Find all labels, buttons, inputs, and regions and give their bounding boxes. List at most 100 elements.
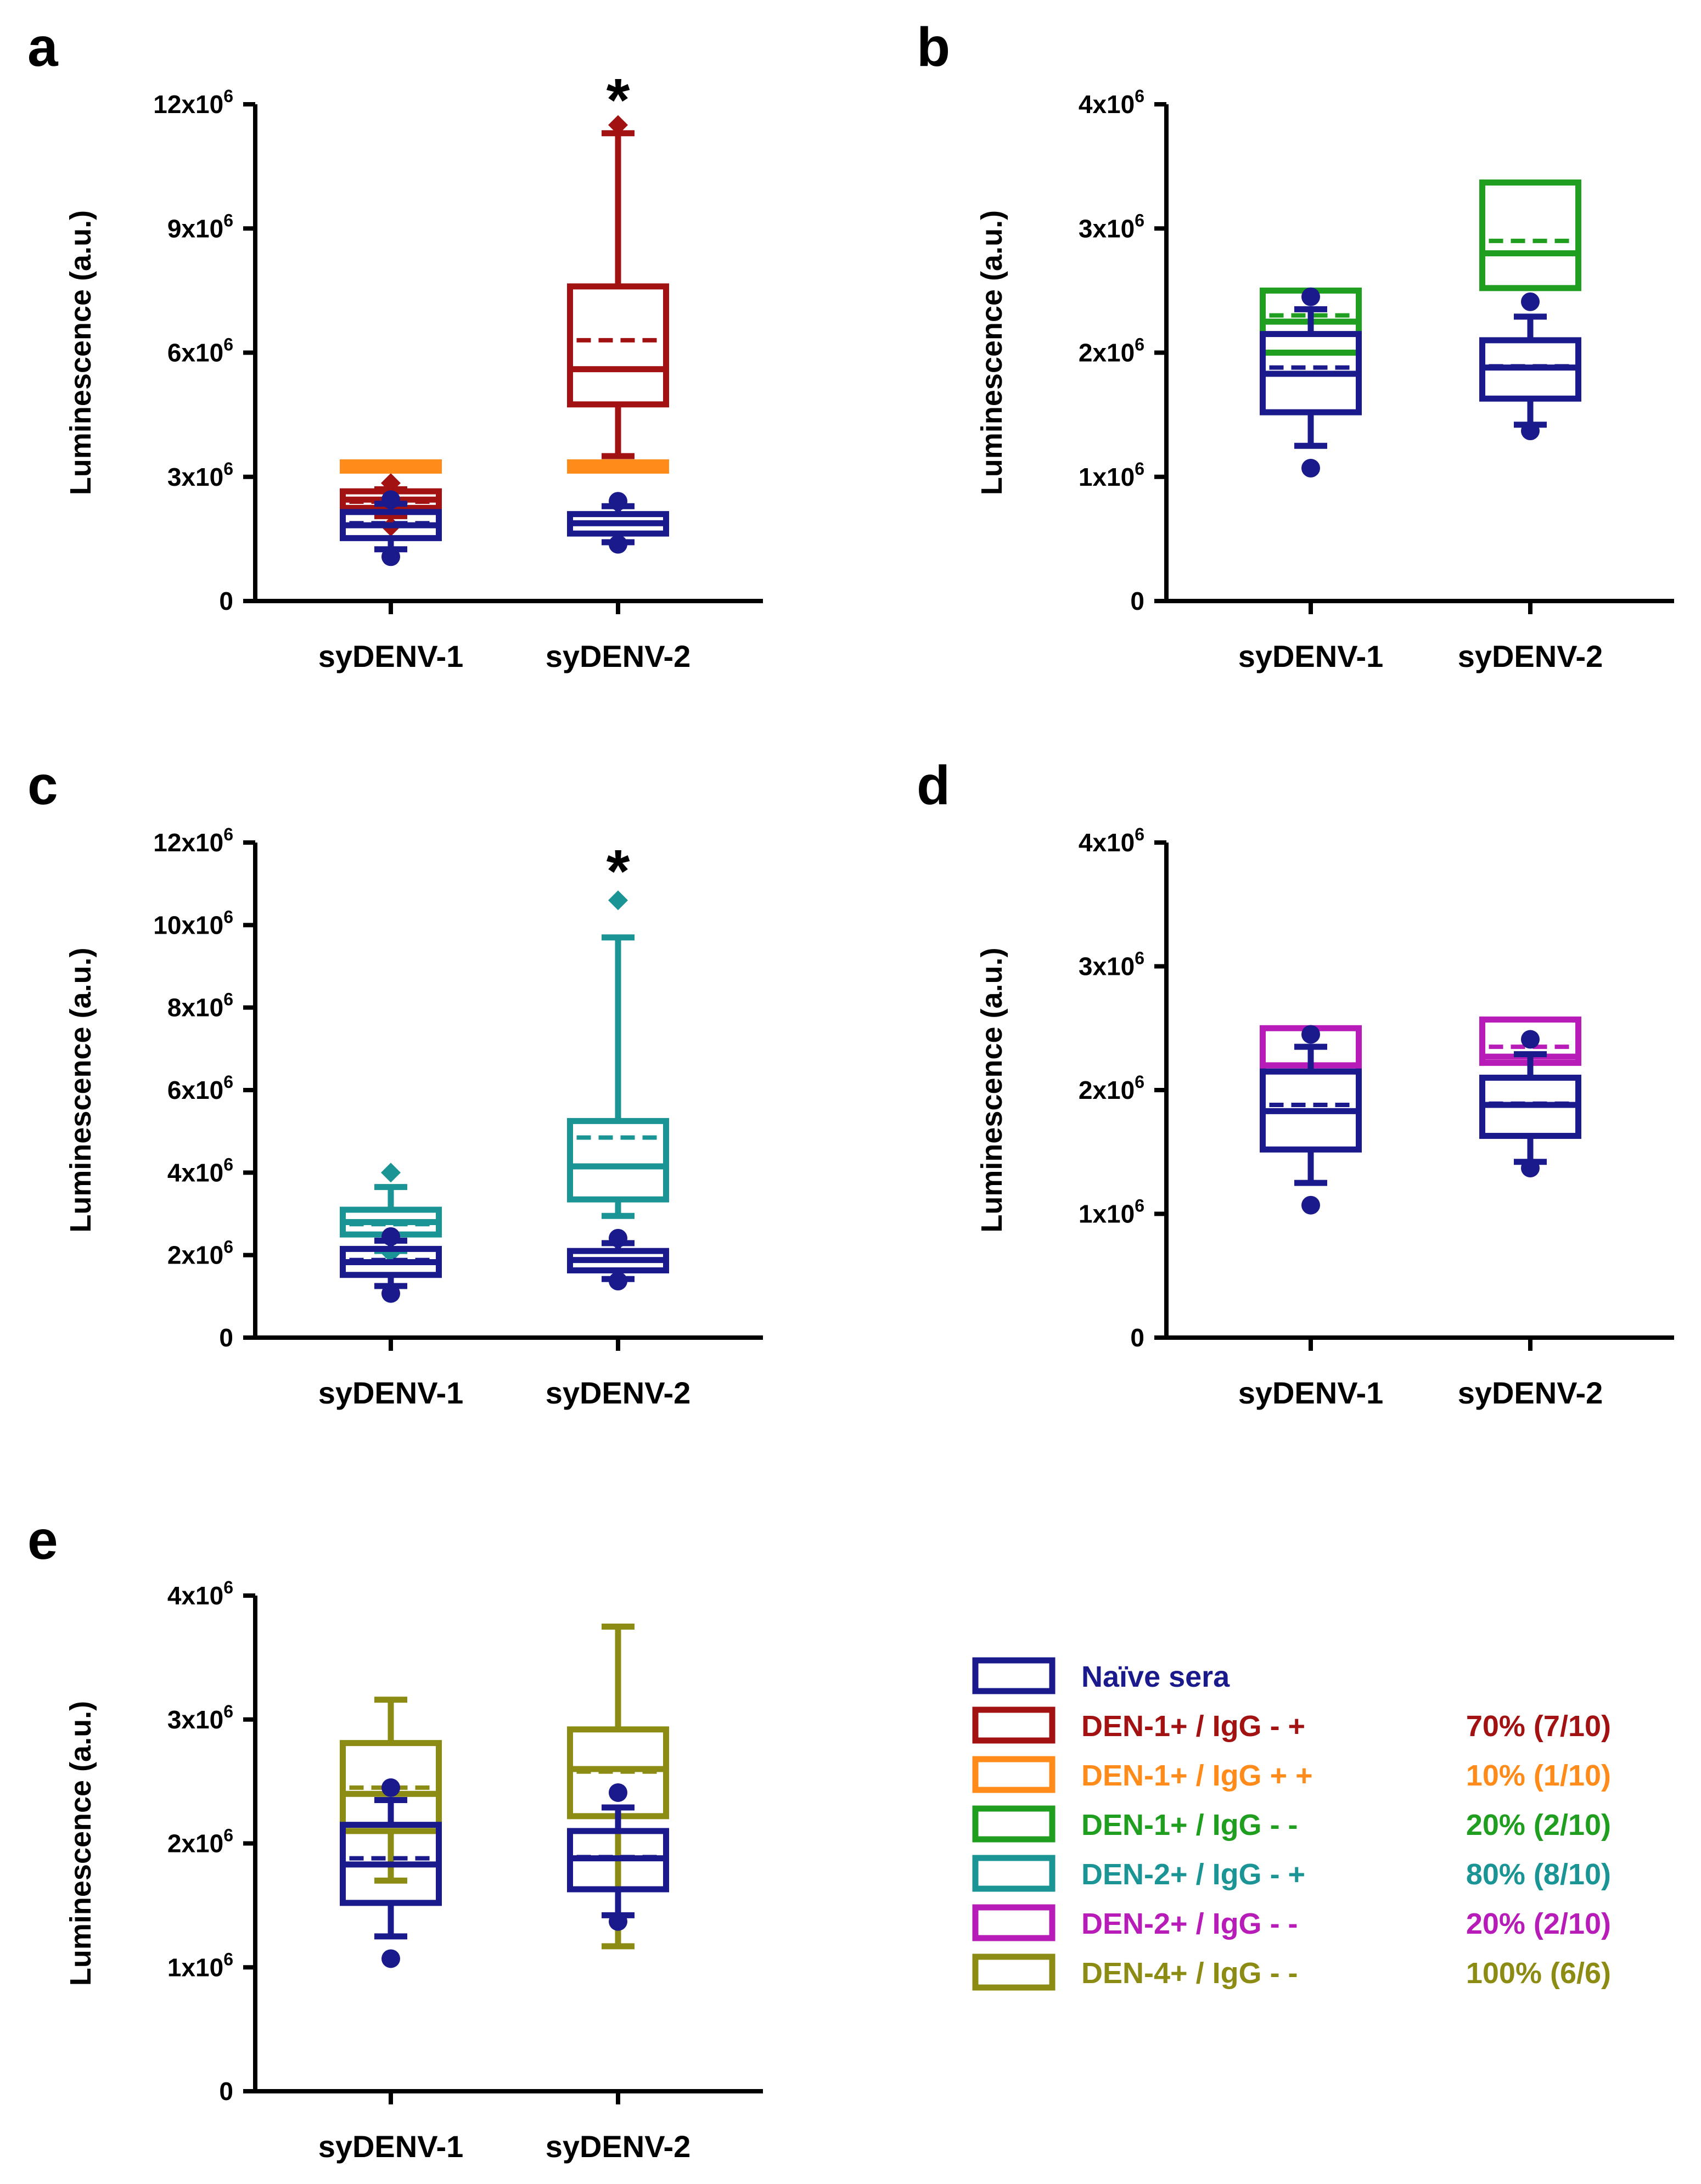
- y-tick-label: 0: [219, 587, 233, 615]
- box-den1_pp: [567, 459, 669, 474]
- y-tick-mantissa: 1x10: [167, 1953, 223, 1981]
- outlier-point: [1301, 1025, 1320, 1044]
- legend-item: DEN-2+ / IgG - - 20% (2/10): [972, 1904, 1611, 1941]
- legend-label: Naïve sera: [1081, 1660, 1230, 1693]
- outlier-point: [1521, 422, 1540, 441]
- y-tick-label: 0: [1130, 587, 1144, 615]
- y-tick-mantissa: 4x10: [167, 1581, 223, 1610]
- y-tick-label: 1x106: [1079, 1196, 1144, 1228]
- panel-label: b: [917, 16, 950, 78]
- y-axis-title: Luminescence (a.u.): [975, 210, 1008, 495]
- x-tick-label: syDENV-1: [318, 2129, 464, 2164]
- legend-item: DEN-4+ / IgG - - 100% (6/6): [972, 1953, 1611, 1991]
- box-den4_mm: [340, 1697, 442, 1884]
- legend-label: DEN-4+ / IgG - -: [1081, 1957, 1298, 1990]
- x-tick-label: syDENV-1: [318, 1375, 464, 1410]
- panel-label: e: [27, 1509, 58, 1571]
- significance-star: *: [607, 838, 630, 905]
- y-tick-exponent: 6: [1135, 210, 1144, 230]
- legend-swatch: [972, 1805, 1056, 1843]
- y-axis-title: Luminescence (a.u.): [64, 1701, 97, 1986]
- legend-item: DEN-1+ / IgG - - 20% (2/10): [972, 1805, 1611, 1843]
- y-tick-mantissa: 6x10: [167, 339, 223, 367]
- y-tick-exponent: 6: [223, 1577, 233, 1597]
- y-tick-label: 1x106: [1079, 459, 1144, 491]
- y-tick-mantissa: 0: [219, 1323, 233, 1352]
- y-axis-title: Luminescence (a.u.): [975, 947, 1008, 1232]
- y-tick-label: 2x106: [167, 1826, 233, 1858]
- outlier-point: [609, 1228, 627, 1248]
- outlier-point: [608, 890, 628, 911]
- y-tick-exponent: 6: [223, 990, 233, 1009]
- y-tick-label: 3x106: [167, 459, 233, 491]
- outlier-point: [381, 1778, 400, 1797]
- y-tick-mantissa: 0: [1130, 1323, 1144, 1352]
- legend-label: DEN-2+ / IgG - +: [1081, 1858, 1305, 1891]
- legend-label: DEN-1+ / IgG - -: [1081, 1809, 1298, 1841]
- significance-star: *: [607, 66, 630, 134]
- box-iqr: [567, 1118, 669, 1203]
- y-tick-label: 4x106: [1079, 86, 1144, 119]
- y-tick-mantissa: 8x10: [167, 993, 223, 1022]
- x-tick-label: syDENV-2: [1458, 639, 1603, 673]
- legend-swatch: [972, 1855, 1056, 1892]
- outlier-point: [381, 473, 401, 493]
- box-naive: [567, 492, 669, 554]
- y-tick-exponent: 6: [223, 335, 233, 355]
- y-tick-label: 10x106: [153, 907, 233, 939]
- outlier-point: [1521, 1030, 1540, 1049]
- y-tick-label: 0: [1130, 1323, 1144, 1352]
- outlier-point: [609, 1912, 627, 1931]
- y-tick-exponent: 6: [223, 1237, 233, 1257]
- box-naive: [340, 1227, 442, 1303]
- legend-label: DEN-1+ / IgG - +: [1081, 1710, 1305, 1743]
- y-tick-label: 3x106: [167, 1702, 233, 1734]
- y-tick-mantissa: 0: [219, 587, 233, 615]
- outlier-point: [381, 1284, 400, 1303]
- y-tick-mantissa: 4x10: [167, 1158, 223, 1187]
- outlier-point: [1301, 1195, 1320, 1215]
- legend-item: DEN-1+ / IgG - + 70% (7/10): [972, 1706, 1611, 1744]
- y-tick-mantissa: 3x10: [1079, 952, 1135, 981]
- legend-percentage: 80% (8/10): [1466, 1858, 1611, 1891]
- x-tick-label: syDENV-1: [1238, 1375, 1384, 1410]
- x-tick-label: syDENV-2: [546, 2129, 691, 2164]
- legend-item: DEN-2+ / IgG - + 80% (8/10): [972, 1855, 1611, 1892]
- y-tick-exponent: 6: [1135, 1072, 1144, 1092]
- box-naive: [1479, 1030, 1581, 1178]
- y-tick-mantissa: 0: [219, 2077, 233, 2106]
- legend-percentage: 70% (7/10): [1466, 1710, 1611, 1743]
- y-tick-mantissa: 3x10: [167, 463, 223, 491]
- y-tick-mantissa: 3x10: [1079, 214, 1135, 243]
- box-den2_mp: [567, 890, 669, 1219]
- legend-item: Naïve sera: [972, 1657, 1230, 1694]
- outlier-point: [609, 1272, 627, 1291]
- outlier-point: [609, 535, 627, 554]
- box-iqr: [1479, 179, 1581, 291]
- y-tick-label: 2x106: [1079, 1072, 1144, 1104]
- y-tick-exponent: 6: [223, 1154, 233, 1174]
- y-tick-label: 4x106: [167, 1577, 233, 1610]
- panel-label: a: [27, 16, 59, 78]
- outlier-point: [609, 492, 627, 511]
- y-tick-mantissa: 9x10: [167, 214, 223, 243]
- box-den1_pp: [340, 459, 442, 474]
- y-tick-exponent: 6: [1135, 948, 1144, 968]
- panel-c: c02x1064x1066x1068x10610x10612x106syDENV…: [27, 755, 763, 1410]
- y-tick-label: 0: [219, 2077, 233, 2106]
- box-naive: [567, 1228, 669, 1291]
- y-tick-label: 0: [219, 1323, 233, 1352]
- outlier-point: [1521, 1159, 1540, 1178]
- box-naive: [567, 1783, 669, 1931]
- legend-label: DEN-1+ / IgG + +: [1081, 1759, 1313, 1792]
- outlier-point: [1521, 292, 1540, 311]
- y-tick-label: 9x106: [167, 210, 233, 243]
- y-tick-label: 4x106: [1079, 824, 1144, 857]
- legend-percentage: 10% (1/10): [1466, 1759, 1611, 1792]
- y-tick-label: 12x106: [153, 824, 233, 857]
- x-tick-label: syDENV-2: [546, 1375, 691, 1410]
- y-tick-mantissa: 2x10: [1079, 1076, 1135, 1104]
- y-tick-mantissa: 4x10: [1079, 828, 1135, 857]
